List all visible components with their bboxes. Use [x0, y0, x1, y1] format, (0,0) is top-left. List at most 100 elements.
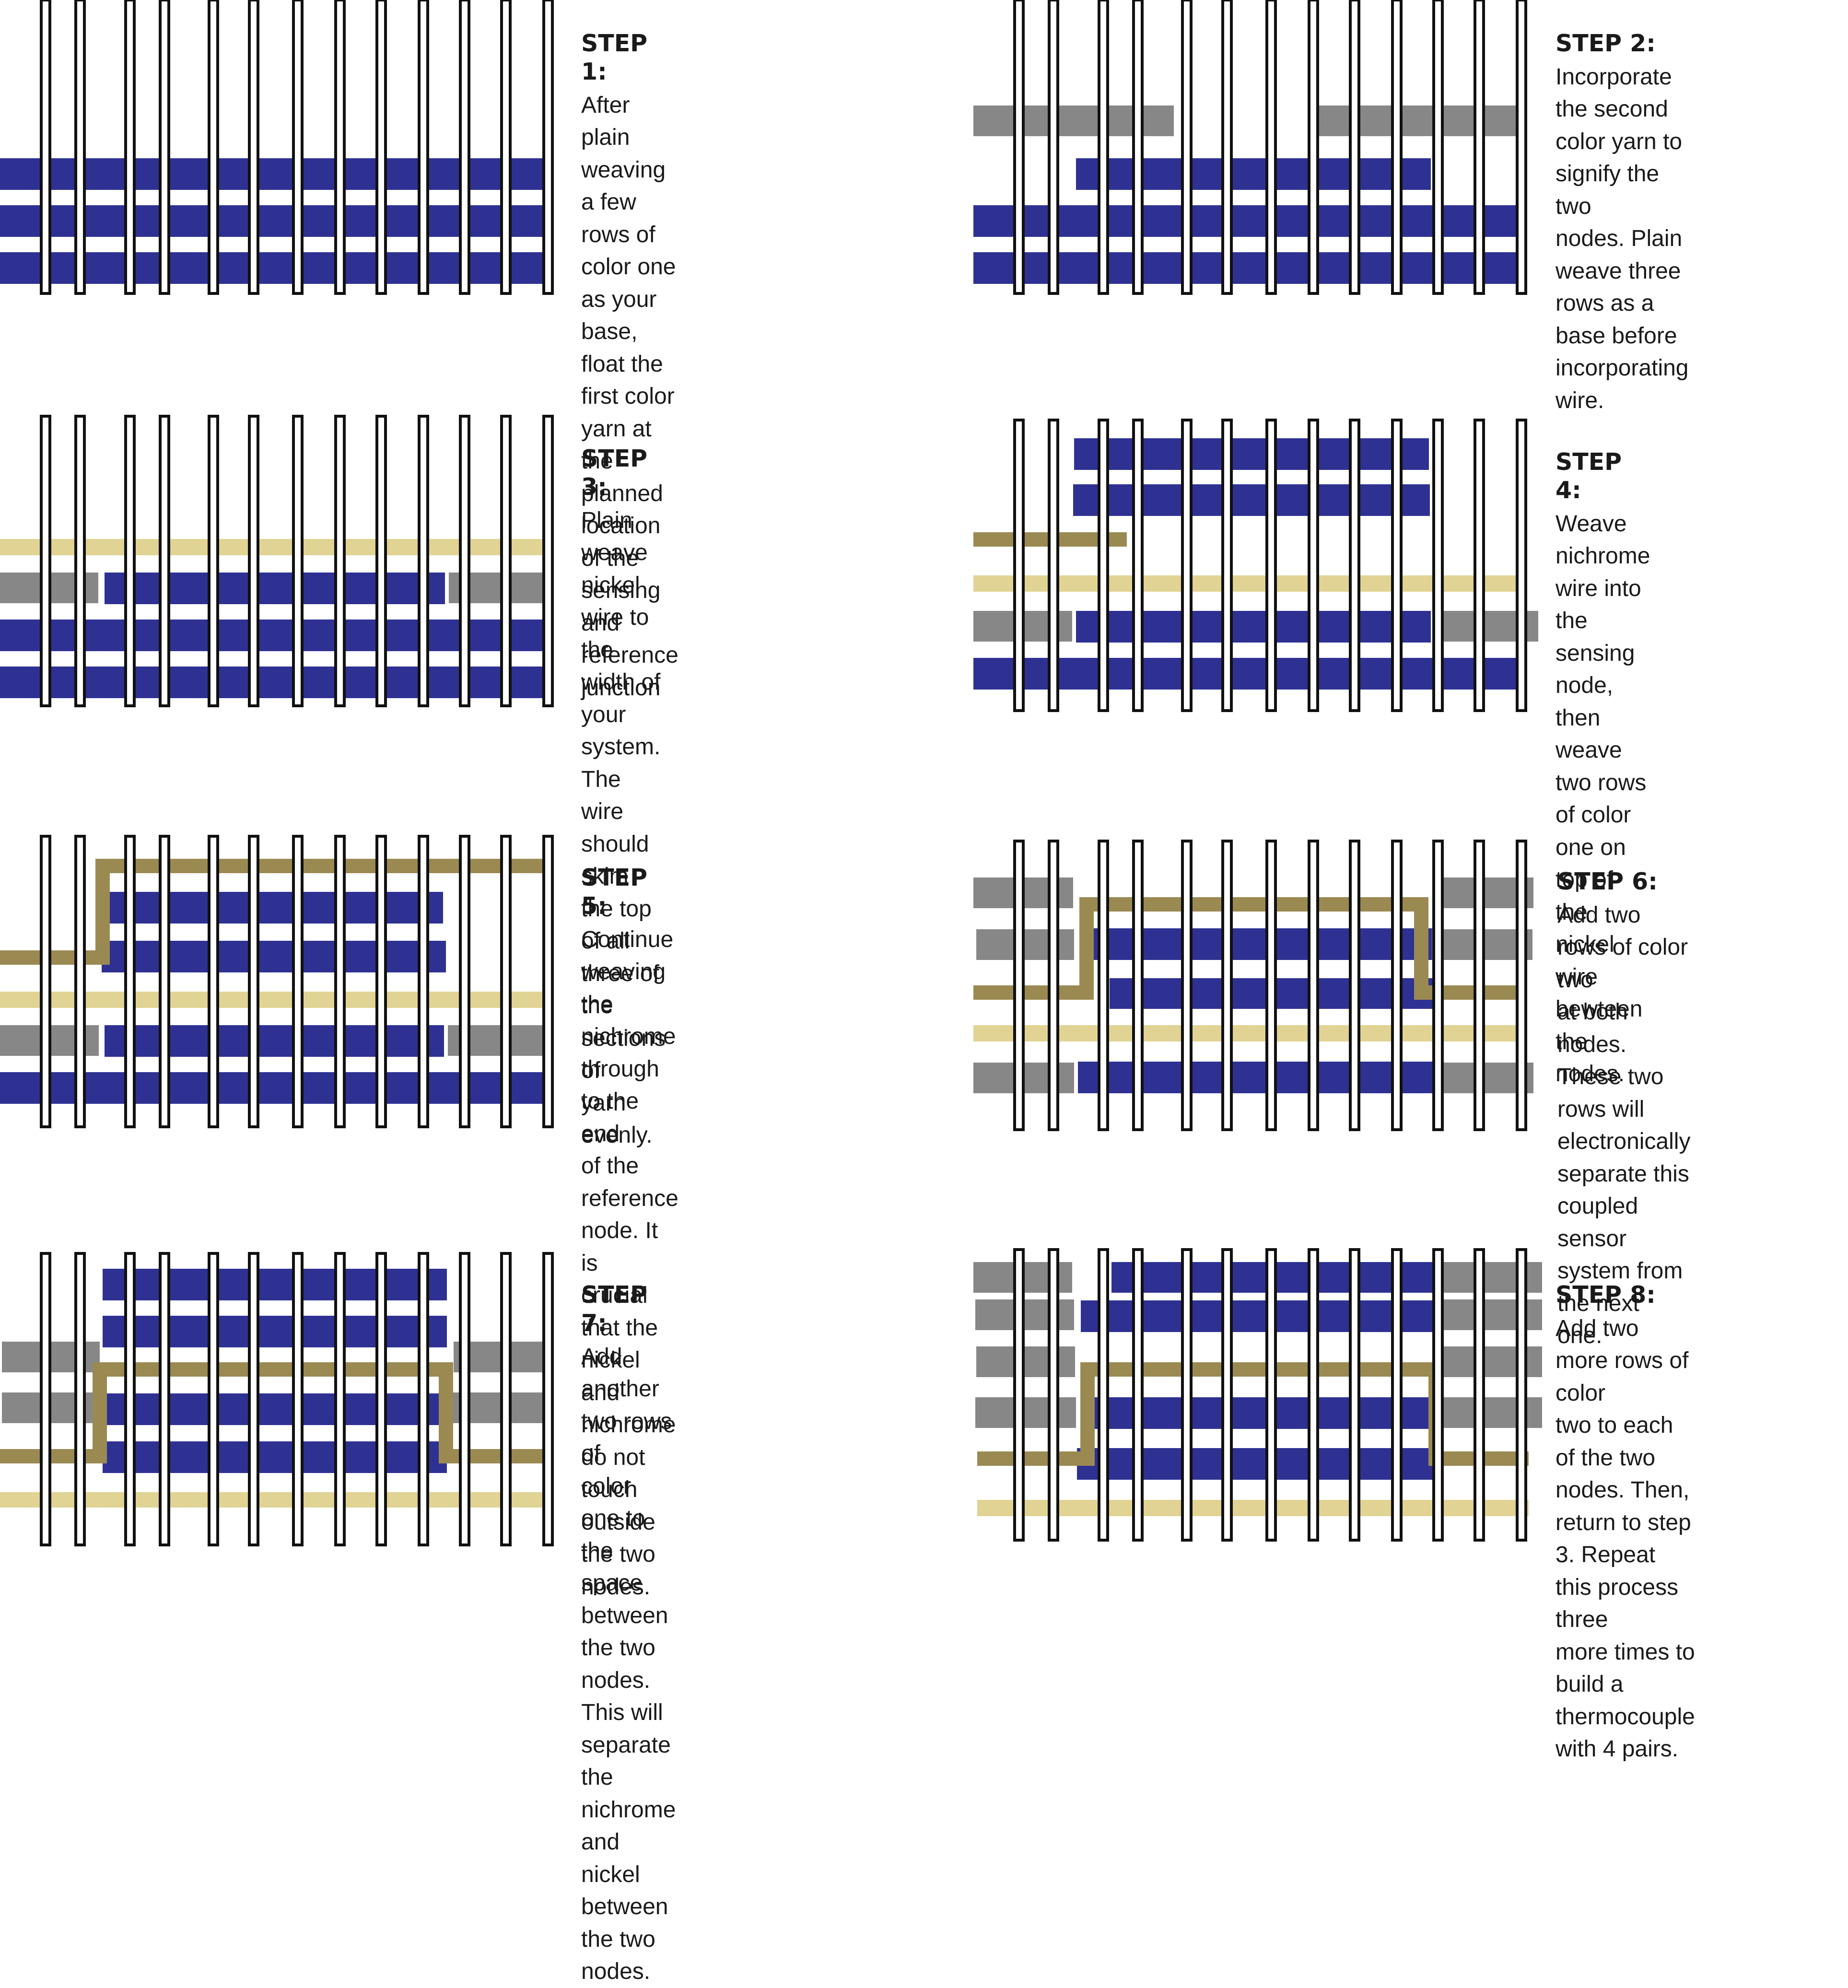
- warp-thread: [1432, 840, 1444, 1131]
- warp-threads: [40, 1252, 554, 1546]
- warp-thread: [248, 835, 259, 1128]
- warp-thread: [1013, 1248, 1025, 1542]
- warp-thread: [159, 415, 170, 707]
- weave-diagram-step-4: [973, 419, 1538, 712]
- step-2-text: STEP 2: Incorporate the second color yar…: [1556, 30, 1689, 417]
- warp-thread: [1265, 0, 1277, 295]
- step-6-body: Add two rows of color two at both nodes.…: [1557, 902, 1691, 1349]
- step-6-title: STEP 6:: [1557, 868, 1658, 895]
- weave-diagram-step-1: [0, 0, 554, 295]
- warp-threads: [40, 835, 554, 1128]
- warp-thread: [292, 0, 304, 295]
- weave-diagram-step-3: [0, 415, 554, 707]
- warp-thread: [1048, 840, 1059, 1131]
- weft-rows: [973, 105, 1521, 284]
- step-2-title: STEP 2:: [1556, 30, 1656, 57]
- warp-thread: [1308, 419, 1319, 712]
- warp-thread: [1308, 0, 1319, 295]
- warp-thread: [1181, 840, 1193, 1131]
- warp-thread: [1516, 0, 1527, 295]
- warp-thread: [1181, 419, 1193, 712]
- warp-thread: [375, 0, 387, 295]
- warp-thread: [1221, 1248, 1233, 1542]
- warp-thread: [159, 0, 170, 295]
- step-8-body: Add two more rows of color two to each o…: [1556, 1315, 1695, 1762]
- warp-thread: [1132, 1248, 1144, 1542]
- warp-thread: [500, 0, 512, 295]
- warp-thread: [208, 835, 219, 1128]
- warp-thread: [1098, 0, 1109, 295]
- warp-thread: [334, 415, 346, 707]
- warp-thread: [1349, 419, 1360, 712]
- warp-thread: [208, 1252, 219, 1546]
- warp-thread: [159, 1252, 170, 1546]
- warp-thread: [74, 1252, 86, 1546]
- step-8-text: STEP 8: Add two more rows of color two t…: [1556, 1281, 1695, 1766]
- warp-thread: [459, 1252, 470, 1546]
- warp-thread: [124, 0, 136, 295]
- warp-thread: [1181, 0, 1193, 295]
- warp-thread: [1474, 1248, 1485, 1542]
- warp-thread: [542, 1252, 554, 1546]
- warp-thread: [1013, 0, 1025, 295]
- warp-thread: [334, 1252, 346, 1546]
- warp-threads: [40, 0, 554, 295]
- warp-thread: [1221, 0, 1233, 295]
- step-4-body: Weave nichrome wire into the sensing nod…: [1556, 511, 1650, 1087]
- warp-thread: [418, 1252, 429, 1546]
- warp-thread: [248, 1252, 259, 1546]
- warp-thread: [334, 0, 346, 295]
- warp-thread: [1132, 419, 1144, 712]
- step-1-body: After plain weaving a few rows of color …: [581, 92, 678, 701]
- weave-diagram-step-8: [973, 1248, 1542, 1542]
- warp-thread: [208, 0, 219, 295]
- warp-thread: [1181, 1248, 1193, 1542]
- warp-thread: [1132, 840, 1144, 1131]
- warp-thread: [542, 415, 554, 707]
- step-3-title: STEP 3:: [581, 445, 648, 501]
- warp-thread: [542, 0, 554, 295]
- warp-thread: [1391, 840, 1403, 1131]
- warp-thread: [1474, 419, 1485, 712]
- warp-thread: [375, 835, 387, 1128]
- warp-thread: [1265, 1248, 1277, 1542]
- warp-thread: [1349, 1248, 1360, 1542]
- warp-thread: [74, 0, 86, 295]
- step-1-title: STEP 1:: [581, 30, 648, 85]
- warp-thread: [418, 415, 429, 707]
- warp-threads: [1013, 840, 1527, 1131]
- warp-thread: [40, 0, 51, 295]
- warp-thread: [1516, 1248, 1527, 1542]
- warp-thread: [1391, 1248, 1403, 1542]
- warp-thread: [1048, 0, 1059, 295]
- step-8-title: STEP 8:: [1556, 1281, 1656, 1309]
- warp-thread: [459, 835, 470, 1128]
- warp-thread: [74, 835, 86, 1128]
- warp-threads: [1013, 1248, 1527, 1542]
- warp-thread: [1265, 419, 1277, 712]
- warp-thread: [500, 415, 512, 707]
- step-7-body: Add another two rows of color one to the…: [581, 1344, 676, 1985]
- warp-thread: [418, 0, 429, 295]
- warp-thread: [1474, 840, 1485, 1131]
- warp-thread: [375, 1252, 387, 1546]
- step-5-title: STEP 5:: [581, 864, 648, 920]
- warp-thread: [124, 415, 136, 707]
- step-3-text: STEP 3: Plain weave nickel wire to the w…: [581, 445, 666, 1152]
- warp-thread: [1013, 419, 1025, 712]
- warp-thread: [375, 415, 387, 707]
- step-7-title: STEP 7:: [581, 1281, 648, 1337]
- step-4-text: STEP 4: Weave nichrome wire into the sen…: [1556, 448, 1650, 1090]
- warp-threads: [1013, 419, 1527, 712]
- warp-thread: [542, 835, 554, 1128]
- warp-thread: [1048, 419, 1059, 712]
- warp-thread: [1516, 840, 1527, 1131]
- warp-thread: [1308, 1248, 1319, 1542]
- warp-thread: [124, 835, 136, 1128]
- warp-threads: [1013, 0, 1527, 295]
- warp-thread: [418, 835, 429, 1128]
- step-1-text: STEP 1: After plain weaving a few rows o…: [581, 30, 678, 704]
- warp-thread: [1132, 0, 1144, 295]
- step-3-body: Plain weave nickel wire to the width of …: [581, 507, 666, 1148]
- weave-diagram-step-6: [973, 840, 1533, 1131]
